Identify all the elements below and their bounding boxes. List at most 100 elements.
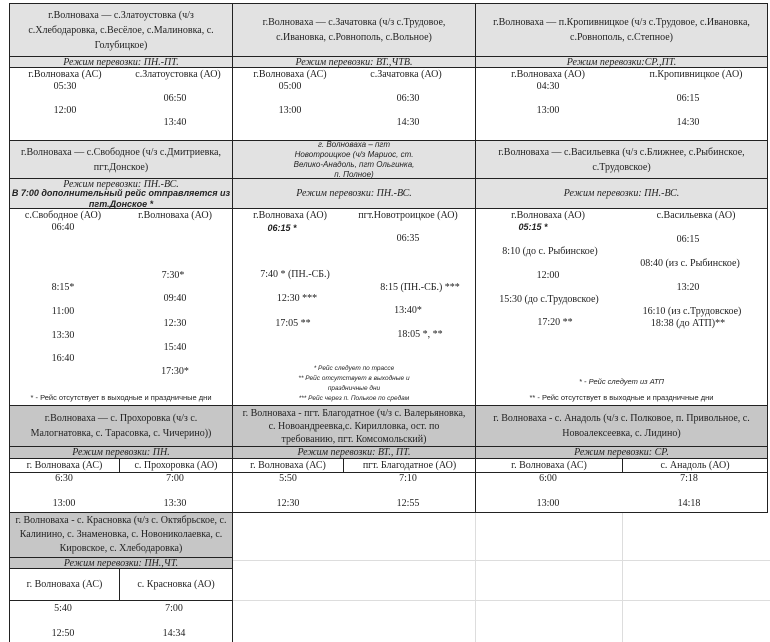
- departure-time: 14:30: [396, 117, 420, 128]
- to-stop: с. Прохоровка (АО): [119, 458, 233, 473]
- table-border: [232, 600, 233, 642]
- route-regime: Режим перевозки: ПН.-ВС.: [475, 178, 768, 209]
- route-regime: Режим перевозки: ПН.-ВС.: [232, 178, 476, 209]
- departure-time: 04:30: [536, 81, 560, 92]
- route-title: г.Волноваха — с. Прохоровка (ч/з с. Мало…: [9, 405, 233, 447]
- departure-time: 7:00: [165, 603, 183, 614]
- departure-time: 05:15 *: [518, 222, 548, 232]
- route-title: г. Волноваха - с. Анадоль (ч/з с. Полков…: [475, 405, 768, 447]
- departure-time: 8:15*: [51, 282, 75, 293]
- departure-time: 8:10 (до с. Рыбинское): [502, 246, 598, 257]
- grid-line: [232, 600, 770, 601]
- departure-time: 12:50: [51, 628, 75, 639]
- departure-time: 12:30: [163, 318, 187, 329]
- departure-time: 13:00: [536, 498, 560, 509]
- route-regime-box: [9, 178, 233, 209]
- departure-time: 06:30: [396, 93, 420, 104]
- departure-time: 7:18: [680, 473, 698, 484]
- grid-line: [475, 512, 476, 642]
- departure-time: 5:40: [54, 603, 72, 614]
- departure-time: 12:30 ***: [276, 293, 318, 304]
- table-border: [9, 600, 10, 642]
- departure-time: 12:00: [536, 270, 560, 281]
- from-stop: г. Волноваха (АС): [475, 458, 623, 473]
- departure-time: 05:00: [278, 81, 302, 92]
- footnote: *** Рейс через п. Полькое по средам: [298, 395, 410, 402]
- route-title: г. Волноваха - пгт. Благодатное (ч/з с. …: [232, 405, 476, 447]
- from-stop: г.Волноваха (АО): [511, 69, 585, 80]
- departure-time: 5:50: [279, 473, 297, 484]
- departure-time: 6:00: [539, 473, 557, 484]
- to-stop: с. Красновка (АО): [119, 568, 233, 601]
- departure-time: 14:30: [676, 117, 700, 128]
- departure-time: 14:18: [677, 498, 701, 509]
- departure-time: 17:05 **: [275, 318, 311, 329]
- departure-time: 7:00: [166, 473, 184, 484]
- from-stop: г.Волноваха (АО): [253, 210, 327, 221]
- from-stop: г.Волноваха (АС): [253, 69, 327, 80]
- departure-time: 8:15 (ПН.-СБ.) ***: [380, 282, 460, 293]
- route-title: г.Волноваха — с.Свободное (ч/з с.Дмитрие…: [9, 140, 233, 179]
- departure-time: 06:15 *: [267, 223, 297, 233]
- departure-time: 06:15: [676, 234, 700, 245]
- departure-time: 15:40: [163, 342, 187, 353]
- departure-time: 7:30*: [161, 270, 185, 281]
- departure-time: 13:30: [163, 498, 187, 509]
- departure-time: 17:20 **: [537, 317, 573, 328]
- departure-time: 7:10: [399, 473, 417, 484]
- to-stop: с. Анадоль (АО): [622, 458, 768, 473]
- departure-time: 7:40 * (ПН.-СБ.): [260, 269, 330, 280]
- footnote: * Рейс следует по трассе: [313, 365, 395, 372]
- timetable-body: [9, 472, 233, 513]
- departure-time: 18:38 (до АТП)**: [650, 318, 726, 329]
- to-stop: пгт. Благодатное (АО): [343, 458, 476, 473]
- route-title: г. Волноваха – пгт Новотроицкое (ч/з Мар…: [232, 140, 476, 179]
- from-stop: г.Волноваха (АС): [28, 69, 102, 80]
- from-stop: г. Волноваха (АС): [9, 568, 120, 601]
- route-note: В 7:00 дополнительный рейс отправляется …: [11, 188, 231, 209]
- from-stop: г.Волноваха (АО): [511, 210, 585, 221]
- timetable-body: [475, 472, 768, 513]
- departure-time: 13:40: [163, 117, 187, 128]
- from-stop: г. Волноваха (АС): [9, 458, 120, 473]
- departure-time: 12:00: [53, 105, 77, 116]
- departure-time: 09:40: [163, 293, 187, 304]
- departure-time: 13:00: [52, 498, 76, 509]
- departure-time: 18:05 *, **: [397, 329, 443, 340]
- to-stop: с.Васильевка (АО): [656, 210, 736, 221]
- footnote: ** - Рейс отсутствует в выходные и празд…: [529, 393, 714, 402]
- departure-time: 16:40: [51, 353, 75, 364]
- to-stop: с.Зачатовка (АО): [370, 69, 442, 80]
- timetable-body: [9, 208, 233, 406]
- departure-time: 11:00: [51, 306, 75, 317]
- departure-time: 06:40: [51, 222, 75, 233]
- departure-time: 13:30: [51, 330, 75, 341]
- route-regime: Режим перевозки: ПН.-ВС.: [63, 179, 179, 190]
- departure-time: 14:34: [162, 628, 186, 639]
- grid-line: [232, 560, 770, 561]
- departure-time: 16:10 (из с.Трудовское): [642, 306, 742, 317]
- departure-time: 15:30 (до с.Трудовское): [499, 294, 599, 305]
- departure-time: 13:40*: [394, 305, 422, 316]
- departure-time: 13:00: [278, 105, 302, 116]
- to-stop: с.Златоустовка (АО): [135, 69, 221, 80]
- route-title: г.Волноваха — с.Васильевка (ч/з с.Ближне…: [475, 140, 768, 179]
- timetable-body: [232, 472, 476, 513]
- footnote: ** Рейс отсутствует в выходные и праздни…: [298, 375, 410, 392]
- departure-time: 17:30*: [161, 366, 189, 377]
- departure-time: 6:30: [55, 473, 73, 484]
- departure-time: 08:40 (из с. Рыбинское): [640, 258, 740, 269]
- route-title: г. Волноваха - с. Красновка (ч/з с. Октя…: [9, 512, 233, 558]
- to-stop: г.Волноваха (АО): [138, 210, 212, 221]
- route-title: г.Волноваха — с.Златоустовка (ч/з с.Хлеб…: [9, 3, 233, 57]
- to-stop: пгт.Новотроицкое (АО): [358, 210, 458, 221]
- departure-time: 06:50: [163, 93, 187, 104]
- footnote: * - Рейс следует из АТП: [579, 377, 664, 386]
- footnote: * - Рейс отсутствует в выходные и праздн…: [30, 393, 212, 402]
- from-stop: г. Волноваха (АС): [232, 458, 344, 473]
- departure-time: 13:20: [676, 282, 700, 293]
- departure-time: 06:15: [676, 93, 700, 104]
- route-title: г.Волноваха — п.Кропивницкое (ч/з с.Труд…: [475, 3, 768, 57]
- from-stop: с.Свободное (АО): [24, 210, 102, 221]
- route-title: г.Волноваха — с.Зачатовка (ч/з с.Трудово…: [232, 3, 476, 57]
